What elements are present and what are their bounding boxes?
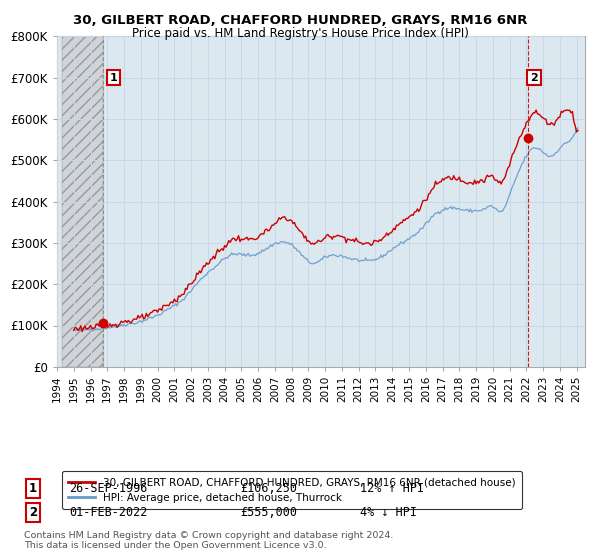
Text: 1: 1 <box>29 482 37 495</box>
Text: Contains HM Land Registry data © Crown copyright and database right 2024.
This d: Contains HM Land Registry data © Crown c… <box>24 530 394 550</box>
Text: 2: 2 <box>29 506 37 519</box>
Legend: 30, GILBERT ROAD, CHAFFORD HUNDRED, GRAYS, RM16 6NR (detached house), HPI: Avera: 30, GILBERT ROAD, CHAFFORD HUNDRED, GRAY… <box>62 471 522 509</box>
Text: 26-SEP-1996: 26-SEP-1996 <box>69 482 148 495</box>
Text: 12% ↑ HPI: 12% ↑ HPI <box>360 482 424 495</box>
Text: Price paid vs. HM Land Registry's House Price Index (HPI): Price paid vs. HM Land Registry's House … <box>131 27 469 40</box>
Text: £555,000: £555,000 <box>240 506 297 519</box>
Text: 2: 2 <box>530 73 538 83</box>
Text: 4% ↓ HPI: 4% ↓ HPI <box>360 506 417 519</box>
Text: 1: 1 <box>109 73 117 83</box>
Text: 01-FEB-2022: 01-FEB-2022 <box>69 506 148 519</box>
Text: £106,250: £106,250 <box>240 482 297 495</box>
Bar <box>62 36 103 367</box>
Text: 30, GILBERT ROAD, CHAFFORD HUNDRED, GRAYS, RM16 6NR: 30, GILBERT ROAD, CHAFFORD HUNDRED, GRAY… <box>73 14 527 27</box>
Bar <box>62 36 103 367</box>
